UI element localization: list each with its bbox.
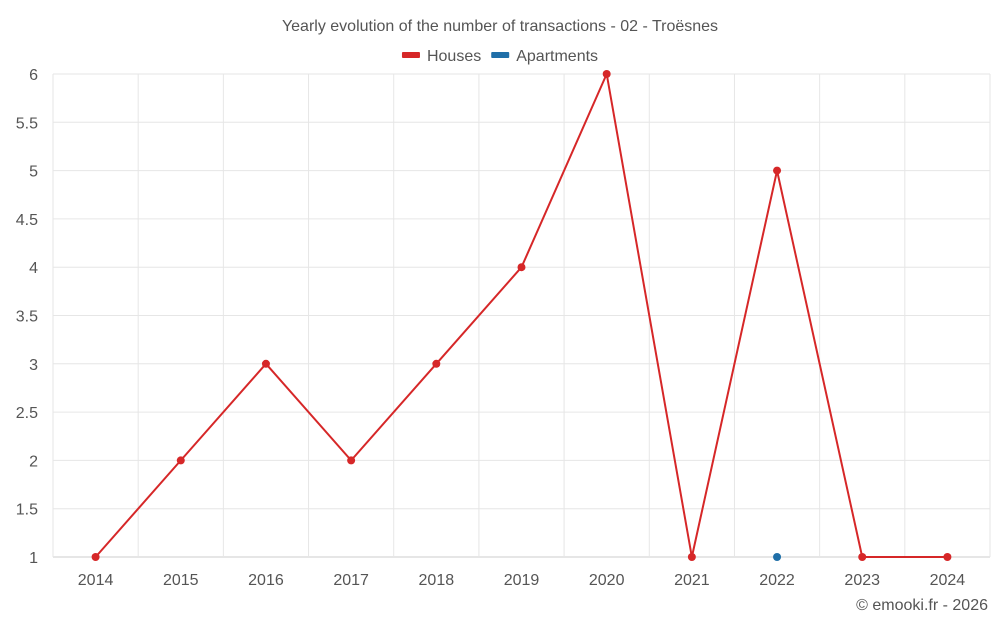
data-point-houses[interactable] bbox=[91, 553, 100, 561]
legend-swatch bbox=[401, 52, 420, 58]
x-tick-label: 2023 bbox=[844, 572, 880, 589]
data-point-houses[interactable] bbox=[176, 456, 185, 465]
series-apartments bbox=[773, 553, 782, 561]
legend-label: Apartments bbox=[516, 48, 598, 65]
chart-title: Yearly evolution of the number of transa… bbox=[282, 18, 718, 35]
x-tick-label: 2024 bbox=[930, 572, 966, 589]
x-tick-label: 2018 bbox=[419, 572, 455, 589]
legend-swatch bbox=[491, 52, 510, 58]
data-point-houses[interactable] bbox=[602, 70, 611, 78]
data-point-houses[interactable] bbox=[858, 553, 867, 561]
legend-item-houses[interactable]: Houses bbox=[401, 48, 481, 65]
data-point-houses[interactable] bbox=[773, 166, 782, 175]
data-point-houses[interactable] bbox=[687, 553, 696, 561]
x-tick-label: 2022 bbox=[759, 572, 795, 589]
y-tick-label: 1 bbox=[29, 550, 38, 567]
legend: Houses Apartments bbox=[401, 48, 598, 65]
legend-item-apartments[interactable]: Apartments bbox=[491, 48, 598, 65]
x-tick-label: 2015 bbox=[163, 572, 199, 589]
x-axis-ticks: 2014 2015 2016 2017 2018 2019 2020 2021 2022 2023… bbox=[78, 572, 966, 589]
y-axis-ticks: 1 1.5 2 2.5 3 3.5 4 4.5 5 5.5 6 bbox=[16, 67, 38, 567]
data-point-houses[interactable] bbox=[261, 359, 270, 368]
series-layer bbox=[91, 70, 952, 561]
data-point-apartments[interactable] bbox=[773, 553, 782, 561]
data-point-houses[interactable] bbox=[517, 263, 526, 272]
x-tick-label: 2021 bbox=[674, 572, 710, 589]
x-tick-label: 2014 bbox=[78, 572, 114, 589]
y-tick-label: 2.5 bbox=[16, 405, 38, 422]
y-tick-label: 5 bbox=[29, 164, 38, 181]
y-tick-label: 4 bbox=[29, 260, 38, 277]
grid-lines bbox=[52, 73, 991, 558]
y-tick-label: 1.5 bbox=[16, 502, 38, 519]
series-houses bbox=[91, 70, 952, 561]
x-tick-label: 2017 bbox=[333, 572, 369, 589]
x-tick-label: 2020 bbox=[589, 572, 625, 589]
x-tick-label: 2019 bbox=[504, 572, 540, 589]
data-point-houses[interactable] bbox=[347, 456, 356, 465]
y-tick-label: 5.5 bbox=[16, 115, 38, 132]
y-tick-label: 2 bbox=[29, 453, 38, 470]
y-tick-label: 4.5 bbox=[16, 212, 38, 229]
data-point-houses[interactable] bbox=[432, 359, 441, 368]
y-tick-label: 3.5 bbox=[16, 309, 38, 326]
credit-text: © emooki.fr - 2026 bbox=[856, 597, 988, 614]
legend-label: Houses bbox=[427, 48, 481, 65]
data-point-houses[interactable] bbox=[943, 553, 952, 561]
y-tick-label: 3 bbox=[29, 357, 38, 374]
x-tick-label: 2016 bbox=[248, 572, 284, 589]
y-tick-label: 6 bbox=[29, 67, 38, 84]
